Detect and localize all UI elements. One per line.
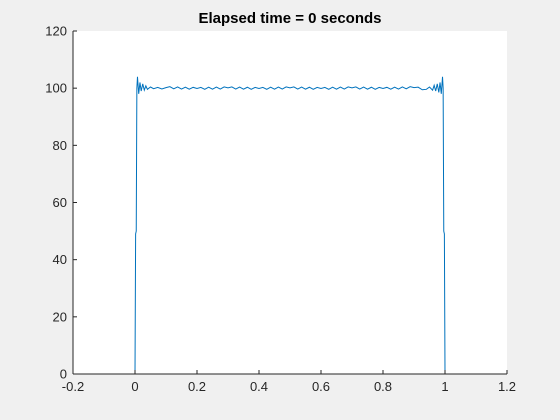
chart-title: Elapsed time = 0 seconds [199, 10, 382, 27]
x-tick-label: 1.2 [498, 379, 516, 394]
y-tick-label: 60 [53, 195, 67, 210]
x-tick-label: 1 [441, 379, 448, 394]
y-tick-label: 80 [53, 138, 67, 153]
x-tick-label: 0.6 [312, 379, 330, 394]
x-tick-label: 0.8 [374, 379, 392, 394]
y-tick-label: 120 [45, 24, 67, 39]
x-tick-label: 0.4 [250, 379, 268, 394]
x-tick-label: -0.2 [62, 379, 84, 394]
series-layer [134, 76, 446, 375]
x-tick-label: 0 [131, 379, 138, 394]
y-tick-label: 20 [53, 309, 67, 324]
y-tick-label: 40 [53, 252, 67, 267]
series-line-0 [134, 76, 446, 375]
y-tick-label: 0 [60, 367, 67, 382]
y-tick-label: 100 [45, 81, 67, 96]
x-tick-label: 0.2 [188, 379, 206, 394]
